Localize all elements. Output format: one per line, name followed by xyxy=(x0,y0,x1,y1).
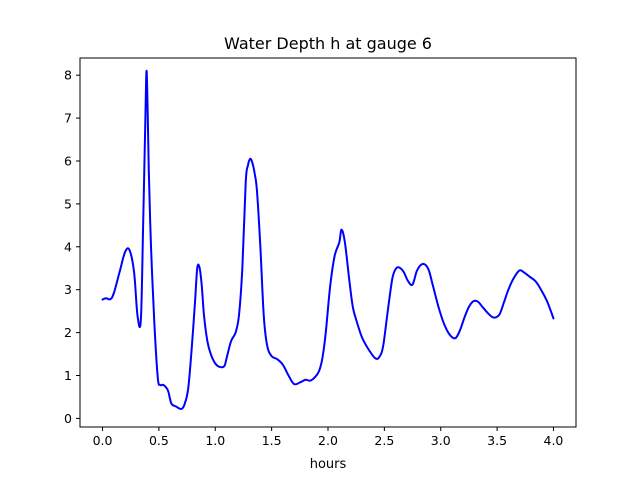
y-tick-label: 2 xyxy=(64,325,72,340)
y-tick-label: 0 xyxy=(64,411,72,426)
plot-frame xyxy=(79,57,577,428)
y-axis: 0 1 2 3 4 5 6 7 8 xyxy=(64,68,80,426)
x-axis: 0.0 0.5 1.0 1.5 2.0 2.5 3.0 3.5 4.0 xyxy=(93,427,564,448)
x-tick-label: 4.0 xyxy=(544,433,564,448)
y-tick-label: 6 xyxy=(64,153,72,168)
y-tick-label: 7 xyxy=(64,111,72,126)
x-tick-label: 3.5 xyxy=(487,433,507,448)
x-tick-label: 3.0 xyxy=(431,433,451,448)
chart-title: Water Depth h at gauge 6 xyxy=(224,34,432,53)
y-tick-label: 5 xyxy=(64,196,72,211)
series-line xyxy=(101,69,555,411)
x-tick-label: 2.5 xyxy=(374,433,394,448)
x-tick-label: 1.0 xyxy=(205,433,225,448)
x-tick-label: 0.0 xyxy=(93,433,113,448)
x-tick-label: 0.5 xyxy=(149,433,169,448)
x-tick-label: 2.0 xyxy=(318,433,338,448)
y-tick-label: 4 xyxy=(64,239,72,254)
y-tick-label: 1 xyxy=(64,368,72,383)
y-tick-label: 3 xyxy=(64,282,72,297)
x-tick-label: 1.5 xyxy=(262,433,282,448)
y-tick-label: 8 xyxy=(64,68,72,83)
x-axis-label: hours xyxy=(310,457,347,472)
plot-area xyxy=(79,57,577,428)
